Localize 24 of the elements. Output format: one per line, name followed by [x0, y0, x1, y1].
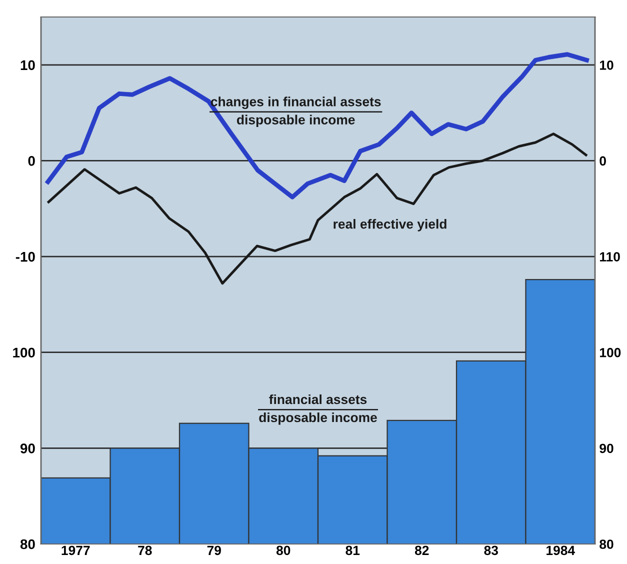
y-tick-label: 10 — [20, 60, 35, 70]
x-tick-label: 1984 — [546, 546, 575, 556]
x-tick-label: 82 — [414, 546, 429, 556]
x-tick-label: 78 — [138, 546, 152, 556]
x-tick-label: 80 — [276, 546, 290, 556]
y2-tick-label: 80 — [600, 540, 614, 549]
y-tick-label: 0 — [28, 156, 35, 166]
y-tick-label: 90 — [20, 444, 35, 454]
y2-tick-label: 0 — [600, 156, 606, 166]
x-tick-label: 81 — [346, 546, 360, 556]
x-tick-label: 83 — [484, 546, 498, 556]
x-tick-label: 1977 — [62, 546, 90, 556]
series-label: changes in financial assets disposable income — [210, 96, 381, 128]
y-tick-label: 100 — [13, 348, 35, 358]
y2-tick-label: 10 — [600, 60, 614, 70]
y-tick-label: -10 — [16, 252, 35, 262]
line-series — [47, 132, 588, 285]
x-tick-label: 79 — [207, 546, 221, 556]
y2-tick-label: 110 — [600, 252, 620, 262]
y2-tick-label: 90 — [600, 444, 614, 454]
series-label: real effective yield — [334, 219, 446, 232]
series-label: financial assets disposable income — [259, 394, 377, 425]
line-series — [46, 52, 589, 200]
y2-tick-label: 100 — [600, 348, 621, 358]
